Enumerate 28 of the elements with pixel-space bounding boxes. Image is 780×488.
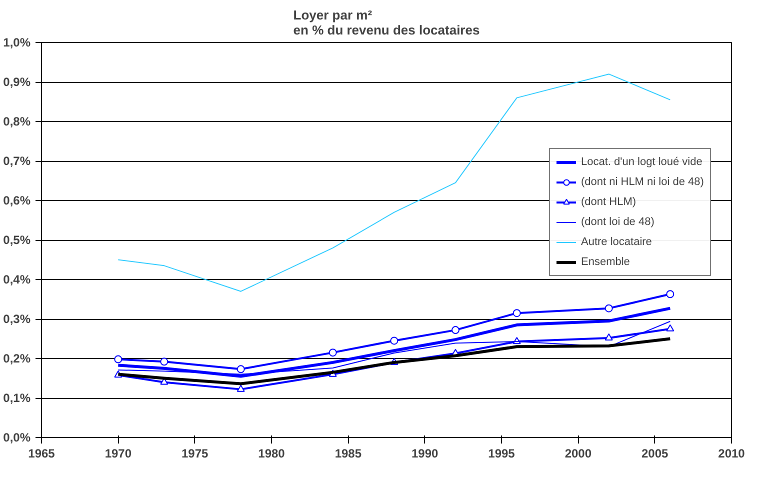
y-tick-label: 0,1% xyxy=(3,391,31,405)
legend-label: (dont ni HLM ni loi de 48) xyxy=(581,175,704,189)
y-tick-label: 0,9% xyxy=(3,75,31,89)
y-tick-label: 0,7% xyxy=(3,154,31,168)
x-tick-label: 1985 xyxy=(334,446,362,460)
x-tick-label: 2010 xyxy=(718,446,746,460)
chart-title: Loyer par m² en % du revenu des locataires xyxy=(293,8,480,38)
x-tick-label: 1980 xyxy=(258,446,286,460)
legend-label: Autre locataire xyxy=(581,235,652,249)
legend-label: Locat. d'un logt loué vide xyxy=(581,155,702,169)
x-tick-label: 1965 xyxy=(28,446,56,460)
y-tick-label: 0,8% xyxy=(3,114,31,128)
x-tick-label: 2000 xyxy=(564,446,592,460)
y-tick-label: 0,6% xyxy=(3,194,31,208)
legend-label: Ensemble xyxy=(581,255,630,269)
x-tick-label: 1975 xyxy=(181,446,209,460)
y-tick-label: 0,5% xyxy=(3,233,31,247)
y-tick-label: 0,2% xyxy=(3,352,31,366)
x-tick-label: 1990 xyxy=(411,446,439,460)
x-tick-label: 2005 xyxy=(641,446,669,460)
legend-label: (dont HLM) xyxy=(581,195,636,209)
legend-label: (dont loi de 48) xyxy=(581,215,654,229)
y-tick-label: 0,3% xyxy=(3,312,31,326)
x-tick-label: 1995 xyxy=(488,446,516,460)
y-tick-label: 0,0% xyxy=(3,430,31,444)
y-tick-label: 1,0% xyxy=(3,36,31,50)
y-tick-label: 0,4% xyxy=(3,272,31,286)
x-tick-label: 1970 xyxy=(104,446,132,460)
